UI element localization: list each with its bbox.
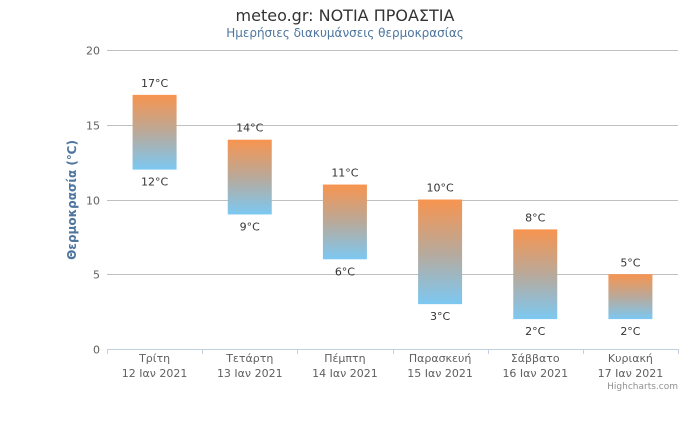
low-temp-label: 9°C — [240, 220, 260, 233]
high-temp-label: 17°C — [141, 77, 168, 90]
y-tick-label: 5 — [93, 269, 100, 282]
high-temp-label: 5°C — [620, 256, 640, 269]
gridlines — [107, 50, 678, 275]
y-tick-label: 20 — [86, 45, 100, 58]
y-tick-label: 0 — [93, 344, 100, 357]
range-bar[interactable] — [513, 229, 558, 320]
x-tick-label-day: Κυριακή — [608, 352, 653, 365]
y-tick-label: 10 — [86, 195, 100, 208]
bars — [132, 94, 653, 320]
low-temp-label: 6°C — [335, 265, 355, 278]
x-tick-label-day: Τετάρτη — [225, 352, 273, 365]
chart-subtitle: Ημερήσιες διακυμάνσεις θερμοκρασίας — [226, 26, 464, 40]
low-temp-label: 3°C — [430, 310, 450, 323]
y-axis-ticks: 0 5 10 15 20 — [86, 45, 100, 357]
x-tick-label-date: 14 Ιαν 2021 — [312, 367, 378, 380]
x-tick-label-day: Σάββατο — [511, 352, 560, 365]
x-axis: Τρίτη 12 Ιαν 2021 Τετάρτη 13 Ιαν 2021 Πέμπτη… — [107, 349, 679, 380]
high-temp-label: 14°C — [236, 122, 263, 135]
high-temp-label: 11°C — [331, 167, 358, 180]
x-tick-label-date: 13 Ιαν 2021 — [217, 367, 283, 380]
x-tick-label-day: Παρασκευή — [409, 352, 472, 365]
range-bar[interactable] — [418, 199, 463, 305]
x-tick-label-day: Πέμπτη — [324, 352, 365, 365]
x-tick-label-date: 12 Ιαν 2021 — [122, 367, 188, 380]
chart-title: meteo.gr: ΝΟΤΙΑ ΠΡΟΑΣΤΙΑ — [236, 6, 455, 25]
y-tick-label: 15 — [86, 120, 100, 133]
high-temp-label: 8°C — [525, 211, 545, 224]
range-bar[interactable] — [608, 274, 653, 320]
high-temp-label: 10°C — [426, 182, 453, 195]
low-temp-label: 12°C — [141, 176, 168, 189]
range-bar[interactable] — [322, 184, 367, 260]
data-labels: 17°C 12°C 14°C 9°C 11°C 6°C 10°C 3°C 8°C 2°C 5°C 2°… — [141, 77, 641, 338]
x-tick-label-day: Τρίτη — [138, 352, 170, 365]
low-temp-label: 2°C — [620, 325, 640, 338]
y-axis-label: Θερμοκρασία (℃) — [65, 140, 79, 260]
credits-link[interactable]: Highcharts.com — [607, 382, 678, 392]
x-tick-label-date: 15 Ιαν 2021 — [407, 367, 473, 380]
range-bar[interactable] — [132, 94, 177, 170]
x-tick-label-date: 17 Ιαν 2021 — [598, 367, 664, 380]
low-temp-label: 2°C — [525, 325, 545, 338]
range-bar[interactable] — [227, 139, 272, 215]
x-tick-label-date: 16 Ιαν 2021 — [502, 367, 568, 380]
